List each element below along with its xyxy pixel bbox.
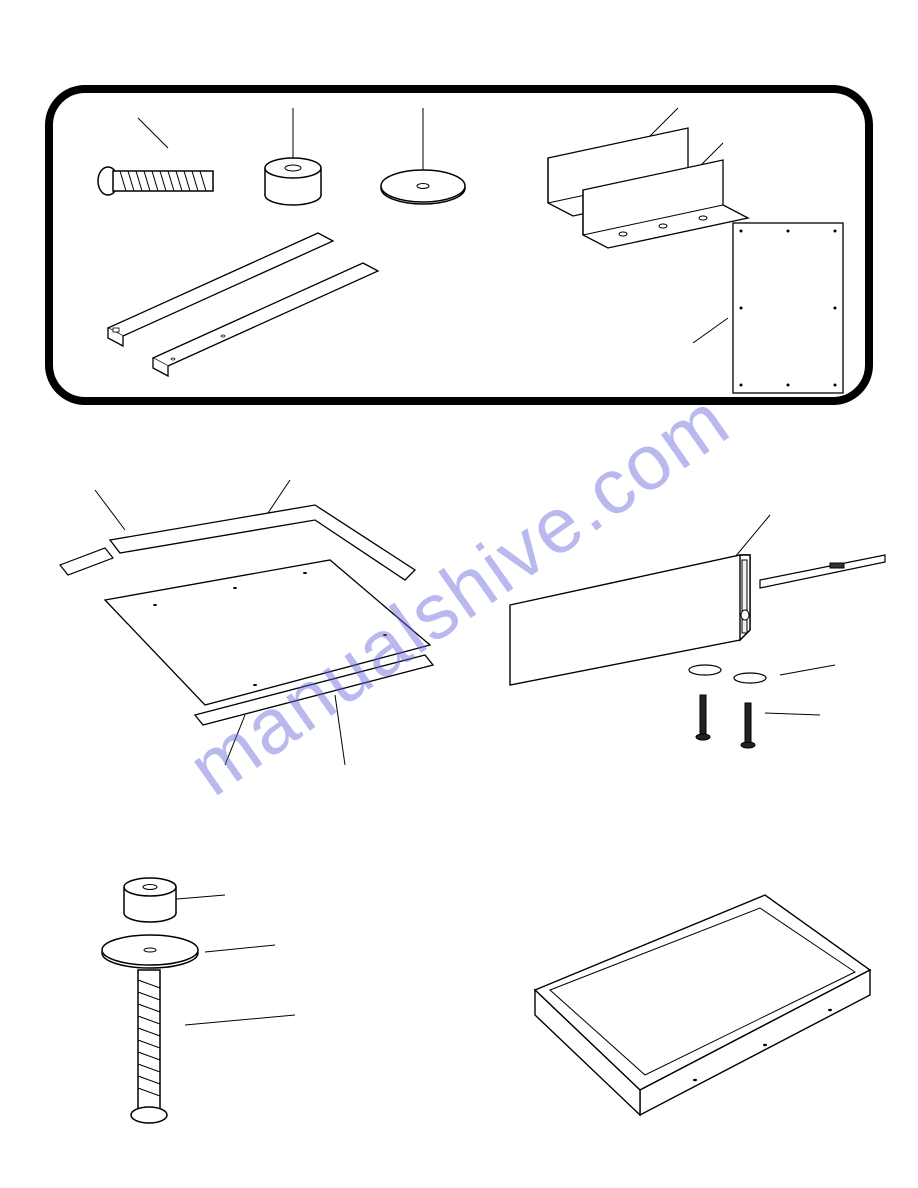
- parts-box-svg: [53, 93, 881, 413]
- washer-part: [381, 108, 465, 204]
- step4: [495, 880, 890, 1160]
- parts-box: [45, 85, 873, 405]
- step2: [490, 500, 890, 780]
- panel-part: [693, 223, 843, 393]
- spacer-part: [265, 108, 321, 205]
- rails-part: [108, 233, 378, 376]
- step3: [95, 870, 355, 1160]
- bracket-parts: [548, 108, 748, 248]
- step1: [35, 470, 465, 780]
- screw-part: [98, 118, 213, 195]
